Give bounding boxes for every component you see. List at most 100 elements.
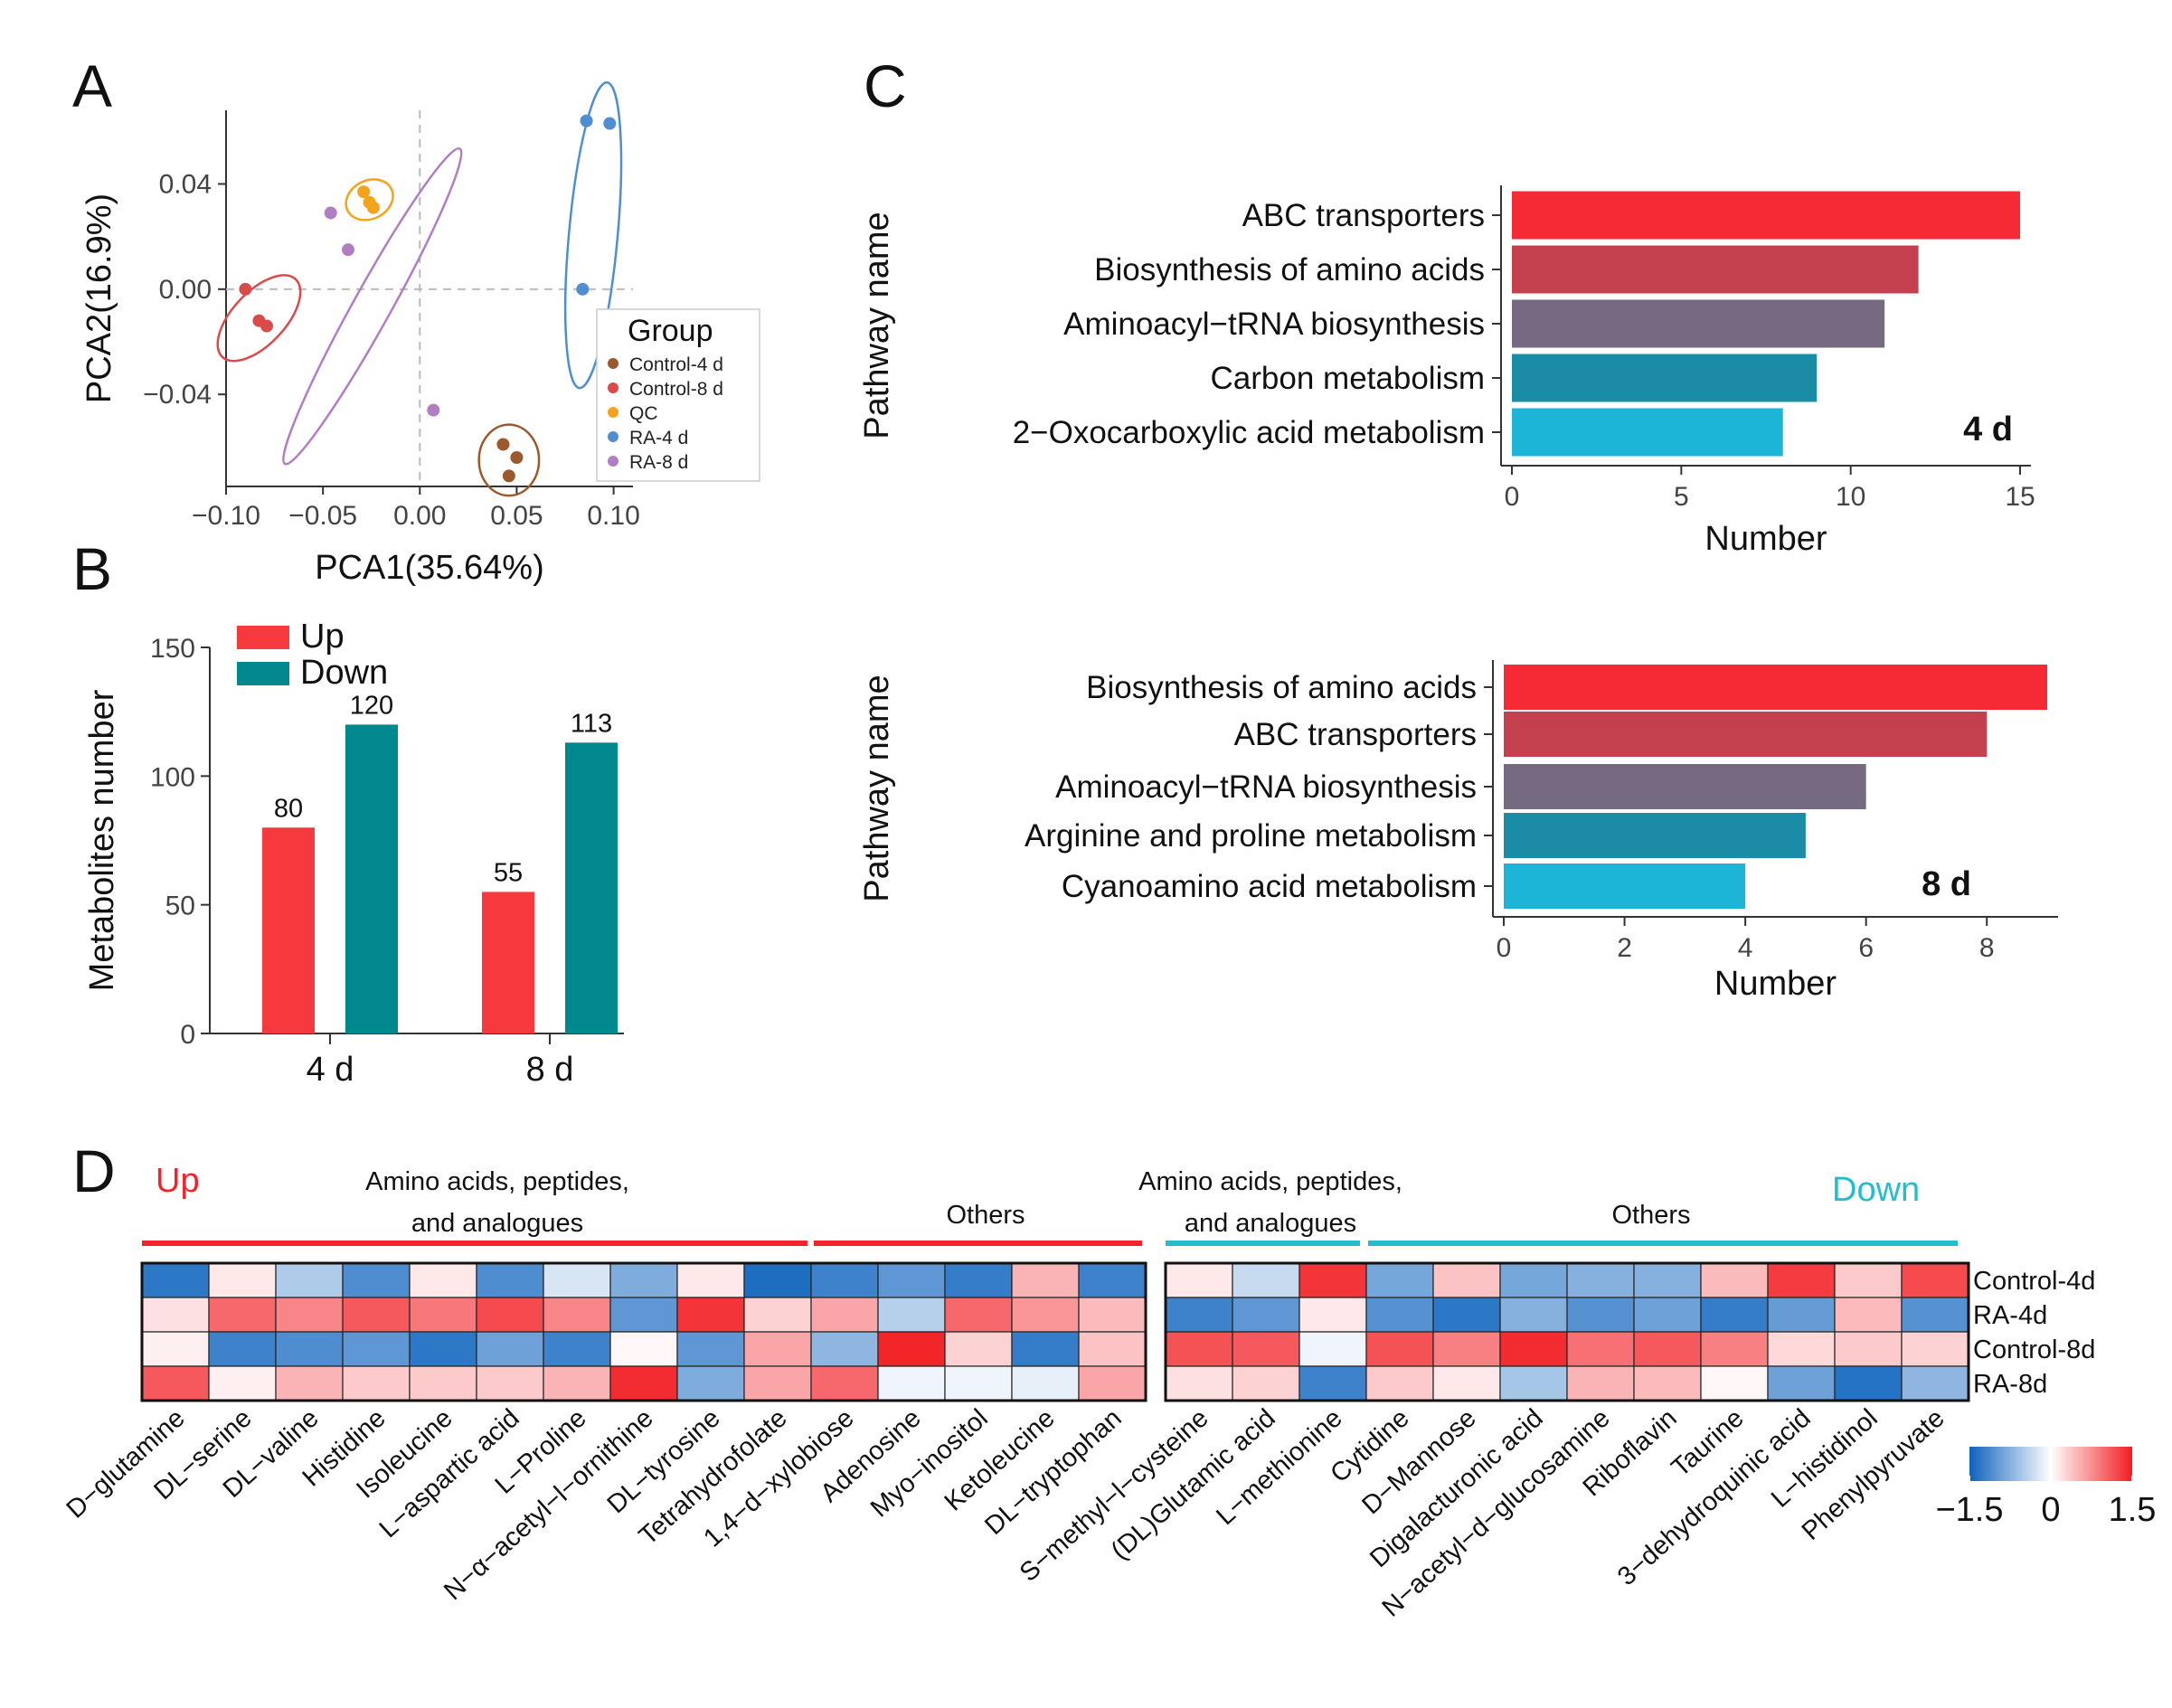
- pathway-8d-x-tick-label: 6: [1858, 933, 1874, 963]
- metab-y-axis-label: Metabolites number: [83, 689, 121, 991]
- pathway-4d-category-label: Aminoacyl−tRNA biosynthesis: [1063, 307, 1485, 342]
- heatmap-block-border: [1164, 1261, 1970, 1402]
- pca-legend-label-ra-8-d: RA-8 d: [629, 452, 688, 473]
- metab-y-tick-label: 50: [165, 892, 195, 921]
- heatmap-cell: [1165, 1365, 1233, 1401]
- heatmap-cell: [208, 1331, 277, 1367]
- pca-x-tick-label: −0.10: [192, 501, 260, 531]
- heatmap-cell: [1566, 1262, 1635, 1298]
- pathway-4d-bar-biosynthesis-of-amino-acids: [1512, 245, 1919, 294]
- heatmap-cell: [1499, 1331, 1568, 1367]
- heatmap-cell: [476, 1331, 544, 1367]
- pathway-8d-x-tick-label: 2: [1617, 933, 1632, 963]
- heatmap-cell: [1298, 1331, 1367, 1367]
- heatmap-cell: [676, 1331, 745, 1367]
- heatmap-cell: [1078, 1262, 1147, 1298]
- pathway-8d-category-label: Arginine and proline metabolism: [1025, 818, 1477, 854]
- heatmap-cell: [1499, 1297, 1568, 1333]
- heatmap-cell: [409, 1365, 477, 1401]
- heatmap-legend-tick-label: 1.5: [2109, 1491, 2157, 1529]
- pathway-4d-bar-2-oxocarboxylic-acid-metabolism: [1512, 408, 1783, 457]
- heatmap-cell: [1232, 1365, 1300, 1401]
- heatmap-cell: [208, 1365, 277, 1401]
- heatmap-cell: [1633, 1262, 1702, 1298]
- heatmap-cell: [743, 1331, 812, 1367]
- heatmap-category-label: and analogues: [411, 1209, 583, 1238]
- heatmap-cell: [743, 1365, 812, 1401]
- heatmap-legend-tick-label: 0: [2041, 1491, 2060, 1529]
- pca-legend-swatch-qc: [608, 407, 619, 418]
- heatmap-cell: [1078, 1297, 1147, 1333]
- heatmap-row-label: Control-8d: [1973, 1335, 2095, 1364]
- heatmap-cell: [1365, 1262, 1434, 1298]
- heatmap-cell: [1767, 1262, 1836, 1298]
- heatmap-cell: [1011, 1331, 1080, 1367]
- heatmap: Amino acids, peptides,and analoguesD−glu…: [61, 1162, 2157, 1623]
- heatmap-cell: [1633, 1331, 1702, 1367]
- heatmap-cell: [1432, 1331, 1501, 1367]
- pca-y-tick-label: 0.00: [159, 275, 212, 305]
- heatmap-cell: [141, 1297, 210, 1333]
- metab-x-tick-label: 8 d: [526, 1051, 574, 1089]
- heatmap-cell: [1499, 1365, 1568, 1401]
- pca-point-qc: [366, 201, 380, 214]
- heatmap-cell: [944, 1262, 1013, 1298]
- pathway-8d-bar-arginine-and-proline-metabolism: [1504, 813, 1806, 858]
- heatmap-cell: [1232, 1262, 1300, 1298]
- heatmap-cell: [743, 1262, 812, 1298]
- metab-y-tick-label: 150: [150, 634, 195, 664]
- pathway-8d-y-axis-label: Pathway name: [858, 675, 896, 901]
- pathway-8d-category-label: Biosynthesis of amino acids: [1086, 670, 1477, 705]
- heatmap-cell: [944, 1331, 1013, 1367]
- heatmap-cell: [676, 1262, 745, 1298]
- metab-legend-swatch-up: [237, 626, 289, 649]
- pca-x-tick-label: 0.10: [587, 501, 639, 531]
- heatmap-cell: [1566, 1365, 1635, 1401]
- pca-x-axis-label: PCA1(35.64%): [315, 549, 543, 587]
- pathway-8d-bar-cyanoamino-acid-metabolism: [1504, 863, 1746, 909]
- heatmap-cell: [141, 1331, 210, 1367]
- heatmap-block-border: [140, 1261, 1147, 1402]
- heatmap-cell: [342, 1365, 411, 1401]
- heatmap-cell: [1901, 1262, 1969, 1298]
- heatmap-cell: [409, 1331, 477, 1367]
- pca-x-tick-label: 0.05: [490, 501, 543, 531]
- heatmap-category-label: Others: [1611, 1201, 1690, 1230]
- pca-point-ra-4-d: [576, 282, 590, 296]
- heatmap-cell: [1232, 1331, 1300, 1367]
- heatmap-cell: [543, 1262, 611, 1298]
- pathway-8d-bar-biosynthesis-of-amino-acids: [1504, 665, 2047, 710]
- heatmap-cell: [810, 1331, 879, 1367]
- pathway-8d-category-label: Cyanoamino acid metabolism: [1062, 869, 1477, 904]
- heatmap-cell: [810, 1262, 879, 1298]
- pca-point-control-4-d: [510, 451, 524, 464]
- heatmap-cell: [543, 1365, 611, 1401]
- metab-legend-label-down: Down: [300, 654, 388, 692]
- heatmap-cell: [1700, 1262, 1769, 1298]
- pca-point-ra-4-d: [603, 117, 617, 130]
- pathway-8d-category-label: Aminoacyl−tRNA biosynthesis: [1055, 769, 1477, 805]
- heatmap-cell: [275, 1365, 344, 1401]
- heatmap-row-label: Control-4d: [1973, 1267, 2095, 1296]
- pathway-4d-x-tick-label: 15: [2005, 482, 2035, 512]
- heatmap-cell: [944, 1297, 1013, 1333]
- pathway-4d-bar-carbon-metabolism: [1512, 354, 1818, 402]
- heatmap-category-label: Amino acids, peptides,: [365, 1167, 629, 1196]
- metab-value-label: 113: [571, 709, 612, 738]
- pca-point-control-4-d: [496, 438, 510, 451]
- pca-legend-box: [596, 308, 760, 482]
- pathway-4d-annotation: 4 d: [1963, 410, 2013, 448]
- heatmap-cell: [810, 1365, 879, 1401]
- heatmap-category-label: Others: [946, 1201, 1025, 1230]
- pathway-4d-bar-chart: 0 5 10 15 ABC transporters Biosynthesis of am…: [858, 185, 2035, 558]
- pca-y-axis-label: PCA2(16.9%): [80, 193, 118, 403]
- pca-point-control-8-d: [239, 282, 252, 296]
- heatmap-cell: [141, 1262, 210, 1298]
- heatmap-cell: [1901, 1365, 1969, 1401]
- heatmap-cell: [1767, 1297, 1836, 1333]
- pathway-4d-category-label: ABC transporters: [1242, 198, 1485, 233]
- heatmap-cell: [275, 1262, 344, 1298]
- heatmap-cell: [476, 1365, 544, 1401]
